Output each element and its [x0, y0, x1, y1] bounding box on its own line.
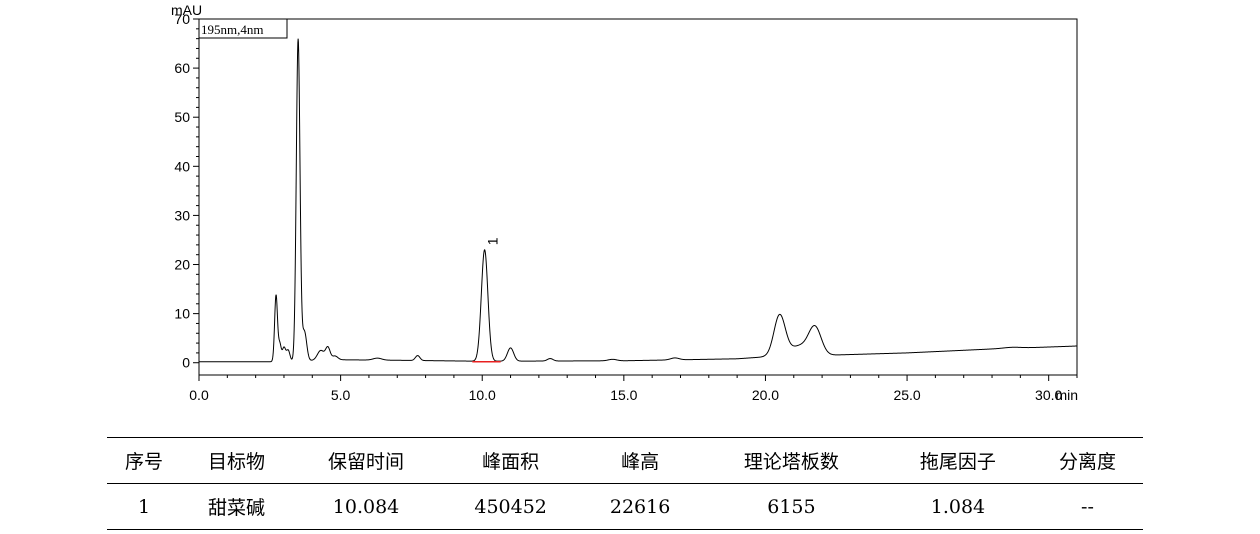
header-theoretical-plates: 理论塔板数 [698, 437, 884, 484]
cell-peak-height: 22616 [581, 483, 699, 530]
chromatogram-chart: 0 10 20 30 40 50 60 70 0.0 5.0 10.0 15.0 20.0 25.0 30… [171, 2, 1078, 403]
header-index: 序号 [107, 437, 182, 484]
cell-index: 1 [107, 483, 182, 530]
table-header-row: 序号 目标物 保留时间 峰面积 峰高 理论塔板数 拖尾因子 分离度 [107, 437, 1143, 484]
x-tick-label: 15.0 [610, 387, 637, 403]
x-tick-label: 30.0 [1035, 387, 1062, 403]
cell-retention-time: 10.084 [292, 483, 441, 530]
y-tick-label: 30 [174, 207, 190, 223]
header-resolution: 分离度 [1031, 437, 1143, 484]
x-axis-unit: min [1055, 387, 1078, 403]
cell-target: 甜菜碱 [181, 483, 293, 530]
x-tick-label: 10.0 [469, 387, 496, 403]
y-axis-unit: mAU [171, 2, 202, 18]
header-peak-area: 峰面积 [440, 437, 582, 484]
header-tailing-factor: 拖尾因子 [883, 437, 1032, 484]
x-tick-label: 20.0 [752, 387, 779, 403]
y-tick-label: 0 [182, 355, 190, 371]
header-peak-height: 峰高 [581, 437, 699, 484]
cell-tailing-factor: 1.084 [883, 483, 1032, 530]
x-tick-label: 25.0 [893, 387, 920, 403]
header-retention-time: 保留时间 [292, 437, 441, 484]
y-tick-label: 20 [174, 257, 190, 273]
results-table: 序号 目标物 保留时间 峰面积 峰高 理论塔板数 拖尾因子 分离度 1 甜菜碱 … [107, 437, 1143, 530]
x-tick-label: 0.0 [189, 387, 209, 403]
legend-label: 195nm,4nm [201, 22, 263, 37]
legend-box: 195nm,4nm [198, 18, 288, 39]
y-tick-label: 60 [174, 60, 190, 76]
y-tick-label: 10 [174, 306, 190, 322]
x-tick-label: 5.0 [331, 387, 351, 403]
header-target: 目标物 [181, 437, 293, 484]
y-tick-label: 70 [174, 11, 190, 27]
x-axis: 0.0 5.0 10.0 15.0 20.0 25.0 30.0 [189, 375, 1078, 403]
plot-frame [198, 18, 1078, 376]
table-row: 1 甜菜碱 10.084 450452 22616 6155 1.084 -- [107, 483, 1143, 530]
y-axis: 0 10 20 30 40 50 60 70 [174, 11, 199, 371]
y-tick-label: 50 [174, 109, 190, 125]
cell-resolution: -- [1031, 483, 1143, 530]
peak-label: 1 [485, 237, 501, 245]
legend-frame [198, 18, 288, 39]
peak-labels: 1 [485, 237, 501, 245]
cell-peak-area: 450452 [440, 483, 582, 530]
cell-theoretical-plates: 6155 [698, 483, 884, 530]
chromatogram-trace [199, 38, 1078, 363]
y-tick-label: 40 [174, 158, 190, 174]
